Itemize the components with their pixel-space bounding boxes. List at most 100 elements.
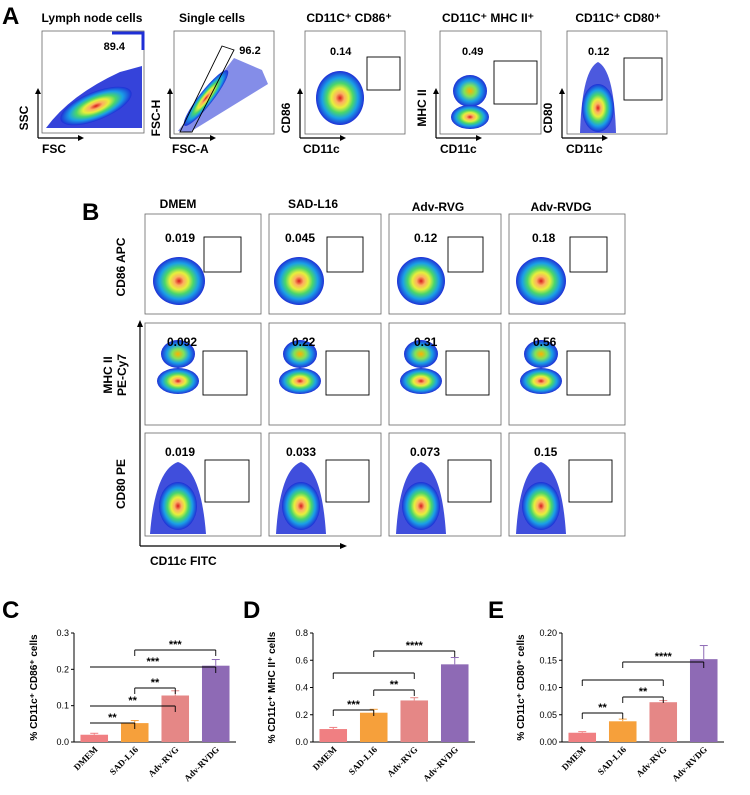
y-axis-label: MHC II [415,89,429,126]
x-tick-label: SAD-L16 [596,744,629,777]
x-tick-label: SAD-L16 [108,744,141,777]
gate-value-cd86-rvg: 0.12 [414,231,438,245]
significance-label: ** [151,677,160,689]
panel-letter-e: E [488,597,504,624]
gate-value-cd80-rvg: 0.073 [410,445,440,459]
x-tick-label: Adv-RVDG [421,744,460,783]
y-tick-label: 0.2 [295,710,308,720]
bar-dmem [319,729,348,742]
y-tick-label: 0.1 [56,701,69,711]
plot-title: Single cells [179,11,245,25]
flow-plot-cd86: CD11C⁺ CD86⁺ 0.14 CD86 CD11c [279,11,406,156]
x-tick-label: Adv-RVDG [182,744,221,783]
gate-value-mhcii-rvdg: 0.56 [533,335,557,349]
gate-value-cd80-rvdg: 0.15 [534,445,558,459]
bar-rvg [400,700,429,742]
bar-sad [359,712,388,742]
y-tick-label: 0.0 [56,737,69,747]
bar-dmem [80,734,109,742]
significance-label: ** [108,712,117,724]
column-label-adv-rvdg: Adv-RVDG [530,200,591,214]
bar-rvdg [440,664,469,742]
y-tick-label: 0.2 [56,664,69,674]
bar-rvdg [689,659,718,742]
gate-value-mhcii-rvg: 0.31 [414,335,438,349]
bar-dmem [568,732,597,742]
significance-label: ** [639,686,648,698]
x-axis-label: FSC [42,142,66,156]
x-axis-label: CD11c [566,142,603,156]
x-tick-label: DMEM [560,744,588,772]
y-tick-label: 0.4 [295,683,308,693]
y-tick-label: 0.15 [539,655,557,665]
y-tick-label: 0.05 [539,710,557,720]
y-tick-label: 0.3 [56,628,69,638]
panel-letter-d: D [243,597,260,624]
significance-label: *** [347,699,361,711]
bar-sad [608,721,637,742]
gate-value: 96.2 [239,45,260,57]
gate-value: 0.49 [462,46,483,58]
gate-value-cd86-sad: 0.045 [285,231,315,245]
significance-label: **** [406,640,424,652]
y-axis-label: CD86 [279,102,293,133]
bar-chart-cd86: 0.0 0.1 0.2 0.3 % CD11c⁺ CD86⁺ cells DMEM SAD-… [29,628,236,783]
x-axis-label: CD11c [303,142,340,156]
x-axis-label-cd11c-fitc: CD11c FITC [150,554,217,568]
panel-letter-c: C [2,597,19,624]
y-tick-label: 0.6 [295,655,308,665]
bar-chart-cd80: 0.00 0.05 0.10 0.15 0.20 % CD11c⁺ CD80⁺ cells… [516,628,724,783]
bar-rvg [161,695,190,742]
panel-a: Lymph node cells 89.4 SSC FSC Single cel… [17,11,668,156]
y-tick-label: 0.00 [539,737,557,747]
x-tick-label: Adv-RVG [146,744,180,778]
gate-value: 0.12 [588,46,609,58]
panel-letter-a: A [2,3,19,30]
gate-value-cd86-rvdg: 0.18 [532,231,556,245]
y-tick-label: 0.8 [295,628,308,638]
significance-label: ** [598,702,607,714]
gate-value: 89.4 [104,41,126,53]
x-tick-label: DMEM [72,744,100,772]
gate-value: 0.14 [330,46,352,58]
y-axis-label: SSC [17,105,31,130]
y-tick-label: 0.20 [539,628,557,638]
significance-label: *** [146,656,160,668]
column-label-adv-rvg: Adv-RVG [412,200,464,214]
x-tick-label: DMEM [311,744,339,772]
panel-letter-b: B [82,199,99,226]
column-label-dmem: DMEM [160,197,197,211]
gate-value-cd80-dmem: 0.019 [165,445,195,459]
x-axis-label: FSC-A [172,142,209,156]
row-label-cd86: CD86 APC [114,237,128,296]
y-axis-label: FSC-H [149,100,163,137]
gate-value-mhcii-sad: 0.22 [292,335,316,349]
plot-title: CD11C⁺ CD80⁺ [575,11,660,25]
column-label-sad-l16: SAD-L16 [288,197,338,211]
bar-sad [120,723,149,742]
x-tick-label: Adv-RVDG [670,744,709,783]
panel-b: DMEM SAD-L16 Adv-RVG Adv-RVDG CD86 APC M… [101,197,626,568]
significance-label: *** [169,639,183,651]
flow-plot-mhcii: CD11C⁺ MHC II⁺ 0.49 MHC II CD11c [415,11,542,156]
gate-value-mhcii-dmem: 0.092 [167,335,197,349]
plot-title: Lymph node cells [42,11,143,25]
x-tick-label: Adv-RVG [634,744,668,778]
bar-rvg [649,702,678,742]
y-tick-label: 0.10 [539,683,557,693]
gate-value-cd86-dmem: 0.019 [165,231,195,245]
flow-plot-lymph-node: Lymph node cells 89.4 SSC FSC [17,11,145,156]
plot-title: CD11C⁺ MHC II⁺ [442,11,534,25]
significance-label: **** [655,651,673,663]
significance-label: ** [390,679,399,691]
gate-value-cd80-sad: 0.033 [286,445,316,459]
row-label-pe-cy7: PE-Cy7 [115,354,129,396]
significance-label: ** [128,695,137,707]
row-label-cd80: CD80 PE [114,459,128,509]
bar-rvdg [201,665,230,742]
row-label-mhcii: MHC II [101,356,115,393]
x-tick-label: SAD-L16 [347,744,380,777]
flow-plot-single-cells: Single cells 96.2 FSC-H FSC-A [149,11,275,156]
y-tick-label: 0.0 [295,737,308,747]
